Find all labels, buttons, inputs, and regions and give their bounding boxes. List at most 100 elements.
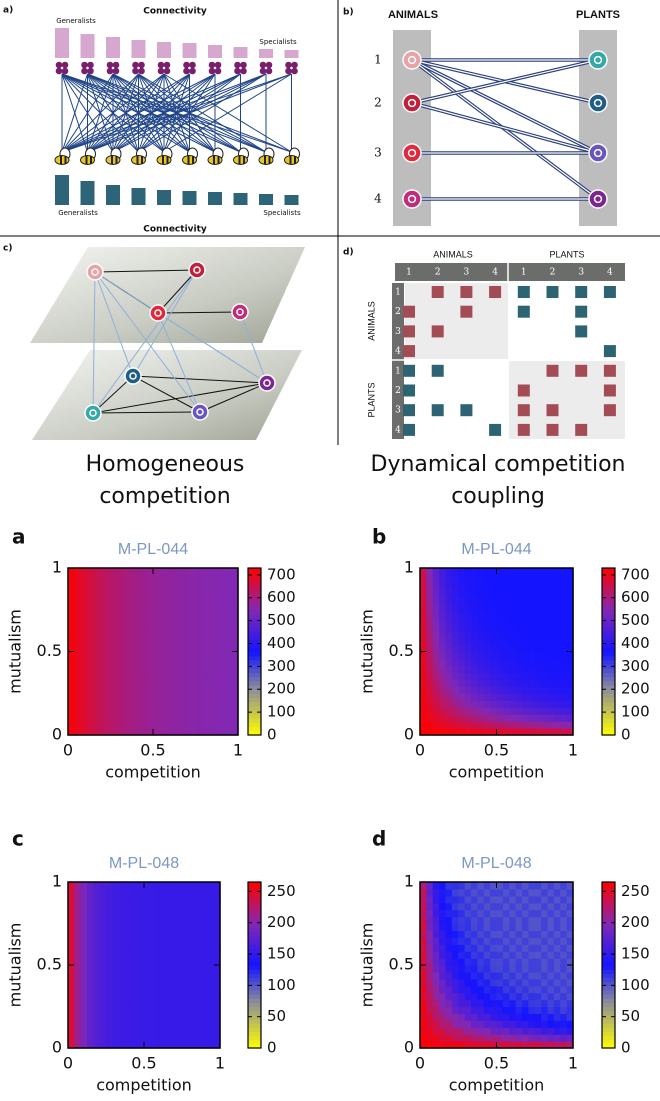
- matrix-cell: [604, 345, 616, 357]
- heatmap-cell: [439, 1007, 446, 1015]
- heatmap-cell: [458, 714, 465, 722]
- heatmap-cell: [554, 645, 561, 653]
- heatmap-cell: [484, 721, 491, 729]
- heatmap-cell: [89, 610, 97, 618]
- heatmap-cell: [465, 658, 472, 666]
- heatmap-cell: [195, 958, 202, 966]
- heatmap-cell: [182, 979, 189, 987]
- heatmap-cell: [167, 617, 175, 625]
- heatmap-cell: [420, 714, 427, 722]
- heatmap-cell: [210, 603, 218, 611]
- heatmap-cell: [471, 917, 478, 925]
- heatmap-cell: [452, 1000, 459, 1008]
- heatmap-cell: [516, 714, 523, 722]
- heatmap-cell: [446, 1034, 453, 1042]
- species-node: [589, 51, 607, 69]
- heatmap-cell: [196, 658, 204, 666]
- heatmap-cell: [509, 903, 516, 911]
- colorbar-cell: [248, 718, 261, 723]
- heatmap-cell: [146, 707, 154, 715]
- heatmap-cell: [131, 1013, 138, 1021]
- heatmap-cell: [516, 924, 523, 932]
- heatmap-cell: [426, 965, 433, 973]
- heatmap-cell: [68, 631, 76, 639]
- heatmap-cell: [87, 1013, 94, 1021]
- heatmap-cell: [150, 910, 157, 918]
- heatmap-cell: [516, 582, 523, 590]
- heatmap-cell: [125, 658, 133, 666]
- heatmap-cell: [497, 693, 504, 701]
- label: Specialists: [259, 38, 297, 46]
- heatmap-title: M-PL-044: [461, 541, 531, 558]
- heatmap-cell: [484, 679, 491, 687]
- heatmap-cell: [131, 1027, 138, 1035]
- flower-center: [290, 67, 292, 69]
- heatmap-cell: [439, 631, 446, 639]
- heatmap-cell: [541, 930, 548, 938]
- heatmap-cell: [541, 617, 548, 625]
- matrix-cell: [460, 306, 472, 318]
- heatmap-cell: [111, 603, 119, 611]
- heatmap-cell: [119, 882, 126, 890]
- heatmap-cell: [497, 624, 504, 632]
- heatmap-cell: [100, 882, 107, 890]
- heatmap-cell: [528, 1027, 535, 1035]
- heatmap-cell: [125, 672, 133, 680]
- heatmap-cell: [100, 917, 107, 925]
- heatmap-cell: [497, 1027, 504, 1035]
- heatmap-cell: [125, 993, 132, 1001]
- panel-label: a: [12, 525, 26, 549]
- heatmap-cell: [560, 1027, 567, 1035]
- heatmap-cell: [497, 910, 504, 918]
- heatmap-cell: [87, 965, 94, 973]
- colorbar-tick-label: 150: [267, 945, 296, 963]
- heatmap-cell: [125, 568, 133, 576]
- heatmap-cell: [210, 714, 218, 722]
- heatmap-cell: [509, 1020, 516, 1028]
- colorbar-tick-label: 400: [267, 634, 296, 652]
- heatmap-cell: [157, 986, 164, 994]
- heatmap-cell: [420, 679, 427, 687]
- heatmap-cell: [201, 1013, 208, 1021]
- heatmap-cell: [465, 638, 472, 646]
- heatmap-cell: [503, 1034, 510, 1042]
- flower-center: [112, 67, 114, 69]
- colorbar-cell: [248, 973, 261, 978]
- heatmap-cell: [497, 937, 504, 945]
- heatmap-cell: [224, 658, 232, 666]
- heatmap-cell: [503, 924, 510, 932]
- colorbar-tick-label: 200: [621, 680, 650, 698]
- heatmap-cell: [217, 624, 225, 632]
- heatmap-cell: [509, 603, 516, 611]
- heatmap-cell: [138, 972, 145, 980]
- heatmap-cell: [452, 924, 459, 932]
- heatmap-cell: [516, 672, 523, 680]
- heatmap-cell: [554, 1020, 561, 1028]
- heatmap-cell: [465, 1027, 472, 1035]
- heatmap-cell: [490, 965, 497, 973]
- heatmap-cell: [458, 972, 465, 980]
- heatmap-cell: [548, 1027, 555, 1035]
- heatmap-cell: [201, 910, 208, 918]
- heatmap-cell: [82, 610, 90, 618]
- heatmap-cell: [131, 937, 138, 945]
- heatmap-cell: [112, 882, 119, 890]
- heatmap-cell: [426, 652, 433, 660]
- heatmap-cell: [176, 1013, 183, 1021]
- heatmap-cell: [528, 944, 535, 952]
- heatmap-cell: [548, 882, 555, 890]
- heatmap-cell: [68, 707, 76, 715]
- heatmap-cell: [182, 965, 189, 973]
- heatmap-cell: [118, 672, 126, 680]
- heatmap-cell: [516, 596, 523, 604]
- heatmap-cell: [119, 951, 126, 959]
- heatmap-cell: [111, 693, 119, 701]
- heatmap-cell: [144, 910, 151, 918]
- heatmap-cell: [146, 596, 154, 604]
- colorbar-cell: [602, 948, 615, 953]
- heatmap-cell: [497, 596, 504, 604]
- heatmap-cell: [541, 693, 548, 701]
- heatmap-cell: [452, 972, 459, 980]
- heatmap-cell: [509, 993, 516, 1001]
- matrix-cell: [604, 385, 616, 397]
